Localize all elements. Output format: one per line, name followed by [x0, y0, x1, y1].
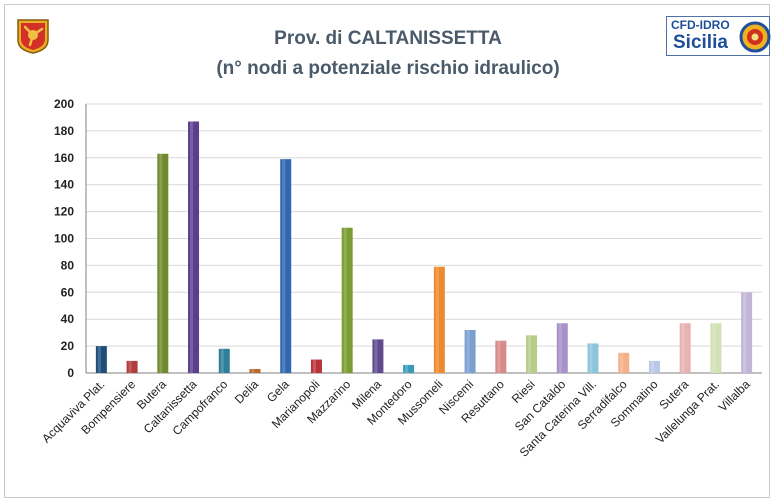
y-tick-label: 180	[54, 124, 74, 138]
bar	[310, 359, 322, 373]
sicily-region-emblem-icon	[16, 18, 50, 54]
bar-highlight	[712, 323, 716, 373]
bar	[157, 153, 169, 373]
bar	[95, 346, 107, 373]
bar	[495, 340, 507, 373]
cfd-idro-sicilia-logo: CFD-IDRO Sicilia	[666, 16, 771, 56]
bar-highlight	[97, 346, 101, 373]
logo-text-line2: Sicilia	[673, 32, 728, 53]
bar-highlight	[159, 153, 163, 373]
y-tick-label: 60	[61, 285, 75, 299]
y-tick-label: 140	[54, 178, 74, 192]
bar-highlight	[466, 329, 470, 373]
bar-highlight	[558, 323, 562, 373]
bar	[341, 227, 353, 373]
bar-highlight	[374, 339, 378, 373]
bar	[372, 339, 384, 373]
bar-highlight	[528, 335, 532, 373]
bar	[679, 323, 691, 373]
y-tick-label: 100	[54, 232, 74, 246]
bar-highlight	[312, 359, 316, 373]
bar	[280, 159, 292, 373]
bar-highlight	[435, 266, 439, 373]
bar	[710, 323, 722, 373]
bar	[741, 292, 753, 373]
logo-emblem-icon	[739, 21, 771, 53]
bar-highlight	[190, 121, 194, 373]
bar-highlight	[220, 348, 224, 373]
y-tick-label: 40	[61, 312, 75, 326]
bar	[218, 348, 230, 373]
x-tick-label: Delia	[232, 377, 261, 406]
y-tick-label: 80	[61, 258, 75, 272]
chart-title: Prov. di CALTANISSETTA	[274, 28, 502, 49]
bar-highlight	[497, 340, 501, 373]
bar-highlight	[128, 360, 132, 373]
bar	[464, 329, 476, 373]
x-tick-label: Villalba	[716, 377, 753, 414]
bar-highlight	[681, 323, 685, 373]
bar-highlight	[282, 159, 286, 373]
bar	[433, 266, 445, 373]
bar-highlight	[650, 360, 654, 373]
bar	[556, 323, 568, 373]
chart-subtitle: (n° nodi a potenziale rischio idraulico)	[216, 58, 560, 79]
bar-highlight	[743, 292, 747, 373]
bar-highlight	[620, 352, 624, 373]
y-tick-label: 20	[61, 339, 75, 353]
y-tick-label: 0	[67, 366, 74, 380]
y-tick-label: 160	[54, 151, 74, 165]
bar	[587, 343, 599, 373]
bar	[526, 335, 538, 373]
logo-text-line1: CFD-IDRO	[671, 18, 730, 32]
bar	[249, 368, 261, 373]
bar	[648, 360, 660, 373]
y-tick-label: 120	[54, 205, 74, 219]
bar-highlight	[405, 364, 409, 373]
bar-highlight	[589, 343, 593, 373]
bar-highlight	[343, 227, 347, 373]
y-tick-label: 200	[54, 97, 74, 111]
chart-frame	[4, 4, 770, 498]
bar	[403, 364, 415, 373]
bar-highlight	[251, 368, 255, 373]
bar	[618, 352, 630, 373]
bar	[188, 121, 200, 373]
bar	[126, 360, 138, 373]
